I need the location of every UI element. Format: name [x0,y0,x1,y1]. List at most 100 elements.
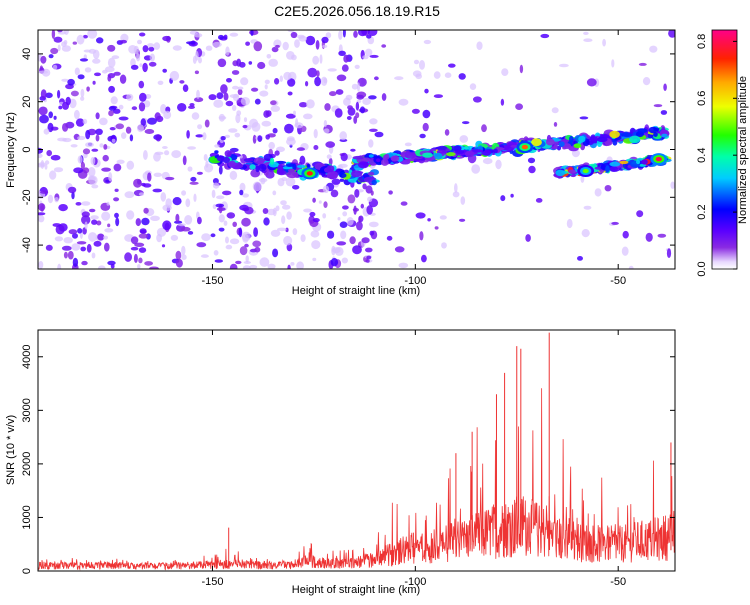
noise-blob [95,112,100,120]
band-blob [367,171,375,176]
noise-blob [204,163,214,173]
noise-blob [81,215,91,225]
noise-blob [292,185,300,190]
noise-blob [197,216,202,225]
noise-blob [67,78,75,86]
noise-blob [341,64,349,72]
noise-blob [265,134,271,140]
band-blob [641,159,648,165]
band-blob [413,158,420,162]
noise-blob [162,220,172,231]
noise-blob [196,242,207,248]
noise-blob [311,240,321,250]
noise-blob [147,172,152,182]
noise-blob [322,185,330,194]
noise-blob [338,50,346,56]
noise-blob [143,207,149,214]
noise-blob [462,121,470,125]
noise-blob [267,263,276,269]
noise-blob [162,35,172,42]
noise-blob [218,165,223,175]
noise-blob [653,104,663,108]
noise-blob [61,245,72,251]
noise-blob [266,208,276,216]
noise-blob [398,98,409,106]
noise-blob [228,128,238,133]
noise-blob [226,78,232,83]
noise-blob [281,215,286,225]
noise-blob [528,165,536,174]
colorbar-gradient [711,29,738,270]
noise-blob [241,217,251,227]
noise-blob [345,94,353,101]
noise-blob [460,196,466,205]
noise-blob [226,212,236,219]
noise-blob [249,264,258,269]
snr-panel: -150 -100 -50 0 1000 2000 3000 4000 Height of … [5,329,676,596]
noise-blob [454,183,458,193]
noise-blob [45,92,53,99]
noise-blob [244,243,249,248]
noise-blob [79,58,89,62]
noise-blob [551,107,559,114]
spectrogram-panel: -150 -100 -50 -40 -20 0 20 40 Height of straig… [5,29,676,297]
noise-blob [305,35,316,46]
noise-blob [133,178,142,188]
noise-blob [63,40,68,45]
noise-blob [77,135,86,141]
noise-blob [368,95,377,100]
noise-blob [602,38,606,47]
band-blob [296,164,306,169]
noise-blob [196,171,203,175]
band-blob [455,149,465,154]
noise-blob [115,217,120,227]
hotspot [655,156,662,162]
noise-blob [45,244,53,251]
noise-blob [137,39,142,45]
noise-blob [188,105,195,110]
noise-blob [270,229,281,237]
noise-blob [581,229,590,238]
noise-blob [163,110,172,120]
noise-blob [350,148,356,152]
x-tick-label: -50 [610,275,626,287]
colorbar-label: Normalized spectral amplitude [737,76,749,224]
noise-blob [342,30,346,38]
noise-blob [594,188,602,197]
noise-blob [139,63,143,67]
noise-blob [101,167,111,172]
noise-blob [154,112,161,121]
noise-blob [82,34,88,39]
band-blob [258,163,267,172]
noise-blob [229,32,239,37]
band-blob [464,150,475,158]
noise-blob [353,30,358,38]
noise-blob [74,67,80,76]
noise-blob [360,203,364,209]
noise-blob [276,227,287,232]
noise-blob [220,84,228,94]
noise-blob [422,122,429,132]
y-tick-label: -20 [21,189,33,205]
noise-blob [663,83,667,91]
noise-blob [38,203,46,212]
noise-blob [300,234,306,243]
noise-blob [266,54,272,59]
noise-blob [92,49,100,59]
noise-blob [367,30,378,36]
noise-blob [119,74,127,84]
noise-blob [638,62,647,66]
band-blob [269,157,275,165]
band-blob [228,160,237,168]
noise-blob [63,251,68,259]
noise-blob [169,70,180,81]
noise-blob [138,257,143,264]
noise-blob [141,217,150,226]
noise-blob [361,237,370,244]
noise-blob [55,224,65,235]
noise-blob [99,143,104,148]
noise-blob [310,230,320,238]
noise-blob [77,74,85,80]
noise-blob [668,30,675,38]
